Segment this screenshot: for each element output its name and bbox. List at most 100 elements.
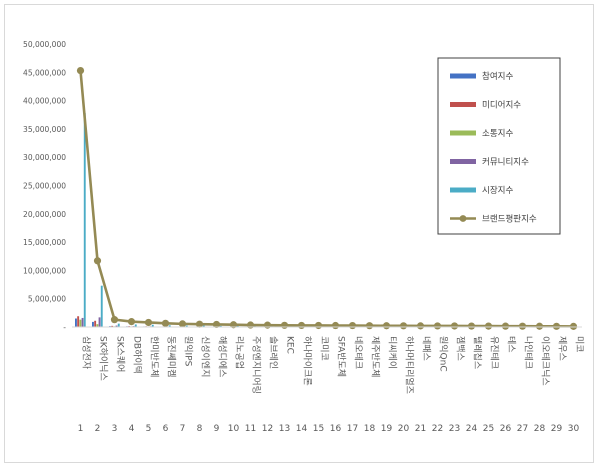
- brand-index-point: [501, 322, 510, 330]
- rank-label: 12: [262, 424, 273, 434]
- category-label: 한미반도체: [149, 336, 160, 377]
- category-label: 네패스: [421, 336, 432, 361]
- legend-marker: [459, 215, 467, 222]
- rank-label: 23: [449, 424, 460, 434]
- category-label: 원익IPS: [183, 336, 195, 367]
- rank-label: 3: [112, 424, 118, 434]
- brand-index-point: [535, 322, 544, 330]
- bar-5-2: [100, 285, 103, 327]
- category-label: 솔브레인: [268, 336, 279, 369]
- rank-label: 24: [466, 424, 478, 434]
- bar-5-1: [83, 113, 86, 327]
- brand-index-point: [212, 320, 221, 329]
- category-label: 제주반도체: [370, 336, 381, 377]
- y-tick-label: 20,000,000: [23, 210, 66, 219]
- y-tick-label: 30,000,000: [23, 153, 66, 162]
- category-label: DB하이텍: [132, 336, 143, 374]
- rank-label: 28: [534, 424, 546, 434]
- category-label: 텔레칩스: [472, 336, 484, 369]
- legend-label: 미디어지수: [482, 100, 521, 111]
- rank-label: 15: [313, 424, 324, 434]
- brand-index-point: [263, 321, 272, 329]
- bar-4-2: [98, 317, 101, 327]
- brand-index-point: [76, 67, 85, 75]
- category-label: 제우스: [557, 336, 568, 361]
- y-axis: - 5,000,000 10,000,000 15,000,000 20,000,000…: [23, 40, 66, 332]
- rank-label: 14: [296, 424, 308, 434]
- legend-label: 커뮤니티지수: [482, 157, 529, 168]
- brand-index-point: [552, 322, 561, 330]
- rank-label: 1: [78, 424, 84, 434]
- category-label: 나인테크: [523, 336, 534, 369]
- brand-index-point: [195, 320, 204, 328]
- rank-label: 6: [163, 424, 169, 434]
- brand-index-point: [382, 322, 391, 330]
- bar-2-1: [77, 316, 80, 327]
- rank-label: 4: [129, 424, 135, 434]
- category-label: 미코: [574, 336, 585, 353]
- brand-index-point: [331, 321, 340, 330]
- bar-5-10: [236, 325, 239, 327]
- rank-label: 9: [214, 424, 220, 434]
- legend-swatch: [450, 159, 476, 164]
- rank-label: 7: [180, 424, 186, 434]
- brand-index-point: [569, 322, 578, 330]
- category-label: 동진쎄미켐: [166, 336, 178, 377]
- brand-index-point: [144, 318, 153, 327]
- legend-label: 브랜드평판지수: [482, 214, 537, 225]
- category-label: 이오테크닉스: [540, 336, 551, 386]
- category-label: 테스: [506, 336, 517, 353]
- bar-2-2: [94, 320, 97, 327]
- rank-label: 22: [432, 424, 443, 434]
- legend-swatch: [450, 73, 476, 79]
- rank-label: 30: [568, 424, 580, 434]
- category-label: SK하이닉스: [98, 336, 109, 381]
- brand-index-point: [518, 322, 527, 330]
- category-label: 유진테크: [489, 336, 500, 369]
- bar-5-6: [168, 325, 171, 327]
- brand-index-point: [450, 322, 459, 330]
- category-label: SK스퀘어: [115, 336, 126, 372]
- legend-swatch: [450, 130, 476, 136]
- category-label: 리노공업: [234, 336, 245, 369]
- category-label: 삼성전자: [81, 336, 92, 370]
- bar-5-3: [117, 323, 120, 327]
- category-label: 원익QnC: [438, 336, 450, 372]
- bar-5-5: [151, 324, 154, 327]
- bar-5-4: [134, 324, 137, 327]
- rank-label: 29: [551, 424, 563, 434]
- y-tick-label: 45,000,000: [23, 68, 66, 77]
- y-tick-label: 50,000,000: [23, 40, 66, 49]
- rank-label: 16: [330, 424, 342, 434]
- rank-label: 21: [415, 424, 426, 434]
- bar-4-3: [115, 325, 118, 327]
- bar-5-11: [253, 325, 256, 327]
- brand-index-point: [348, 321, 357, 330]
- y-tick-label: 35,000,000: [23, 125, 66, 134]
- rank-label: 5: [146, 424, 152, 434]
- rank-label: 17: [347, 424, 358, 434]
- legend-swatch: [450, 102, 476, 107]
- brand-index-point: [297, 321, 306, 330]
- y-tick-label: -: [63, 323, 66, 332]
- rank-label: 19: [381, 424, 393, 434]
- bar-2-3: [111, 325, 114, 327]
- rank-label: 18: [364, 424, 376, 434]
- brand-index-point: [314, 321, 323, 330]
- category-label: 젬백스: [455, 336, 466, 361]
- category-label: 주성엔지니어링: [251, 336, 263, 394]
- bar-3-1: [79, 319, 82, 327]
- legend-label: 참여지수: [482, 71, 513, 82]
- rank-label: 11: [245, 424, 256, 434]
- y-tick-label: 25,000,000: [23, 182, 66, 191]
- legend-swatch: [450, 187, 476, 193]
- brand-index-point: [93, 257, 102, 265]
- brand-index-point: [280, 321, 289, 329]
- bar-1-1: [75, 318, 77, 327]
- brand-index-point: [110, 316, 119, 324]
- rank-label: 13: [279, 424, 290, 434]
- brand-index-point: [127, 318, 136, 326]
- y-tick-label: 15,000,000: [23, 238, 66, 247]
